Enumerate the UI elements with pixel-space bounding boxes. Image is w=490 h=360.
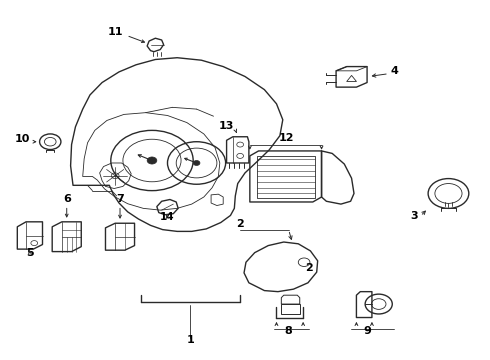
Text: 8: 8	[285, 326, 293, 336]
Text: 2: 2	[306, 264, 313, 274]
Text: 13: 13	[219, 121, 234, 131]
Text: 14: 14	[160, 212, 175, 222]
Text: 3: 3	[411, 211, 418, 221]
Text: 9: 9	[363, 326, 371, 336]
Text: 4: 4	[391, 66, 398, 76]
Text: 7: 7	[116, 194, 124, 204]
Text: 11: 11	[107, 27, 123, 37]
Text: 2: 2	[236, 219, 244, 229]
Text: 10: 10	[15, 134, 30, 144]
Text: 12: 12	[278, 133, 294, 143]
Circle shape	[147, 157, 157, 164]
Circle shape	[193, 161, 200, 166]
Text: 1: 1	[186, 335, 194, 345]
Text: 6: 6	[63, 194, 71, 204]
Text: 5: 5	[26, 248, 34, 258]
